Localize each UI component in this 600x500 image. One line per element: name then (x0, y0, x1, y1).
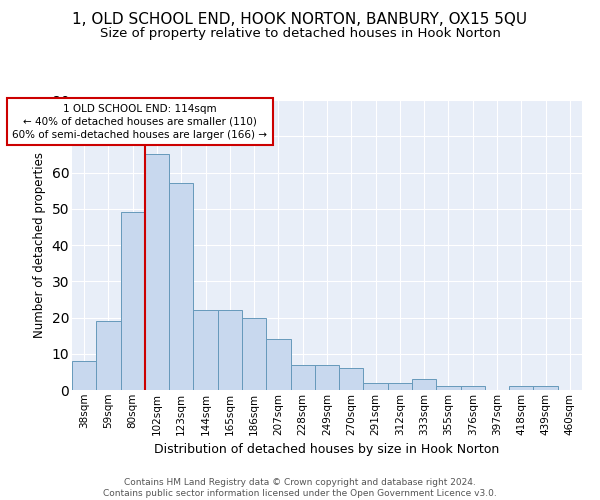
Bar (388, 383, 412, 390)
Bar (339, 368, 364, 390)
Bar (266, 339, 290, 390)
Text: Size of property relative to detached houses in Hook Norton: Size of property relative to detached ho… (100, 28, 500, 40)
Bar (461, 386, 485, 390)
Bar (436, 386, 461, 390)
Bar (412, 379, 436, 390)
Bar (96, 321, 121, 390)
Bar (242, 318, 266, 390)
Bar (121, 212, 145, 390)
Bar (533, 386, 558, 390)
Y-axis label: Number of detached properties: Number of detached properties (33, 152, 46, 338)
Bar (169, 184, 193, 390)
Bar (218, 310, 242, 390)
Bar (72, 361, 96, 390)
Text: Contains HM Land Registry data © Crown copyright and database right 2024.
Contai: Contains HM Land Registry data © Crown c… (103, 478, 497, 498)
X-axis label: Distribution of detached houses by size in Hook Norton: Distribution of detached houses by size … (154, 443, 500, 456)
Bar (315, 364, 339, 390)
Bar (290, 364, 315, 390)
Bar (364, 383, 388, 390)
Bar (145, 154, 169, 390)
Bar (193, 310, 218, 390)
Text: 1, OLD SCHOOL END, HOOK NORTON, BANBURY, OX15 5QU: 1, OLD SCHOOL END, HOOK NORTON, BANBURY,… (73, 12, 527, 28)
Bar (509, 386, 533, 390)
Text: 1 OLD SCHOOL END: 114sqm
← 40% of detached houses are smaller (110)
60% of semi-: 1 OLD SCHOOL END: 114sqm ← 40% of detach… (13, 104, 268, 140)
